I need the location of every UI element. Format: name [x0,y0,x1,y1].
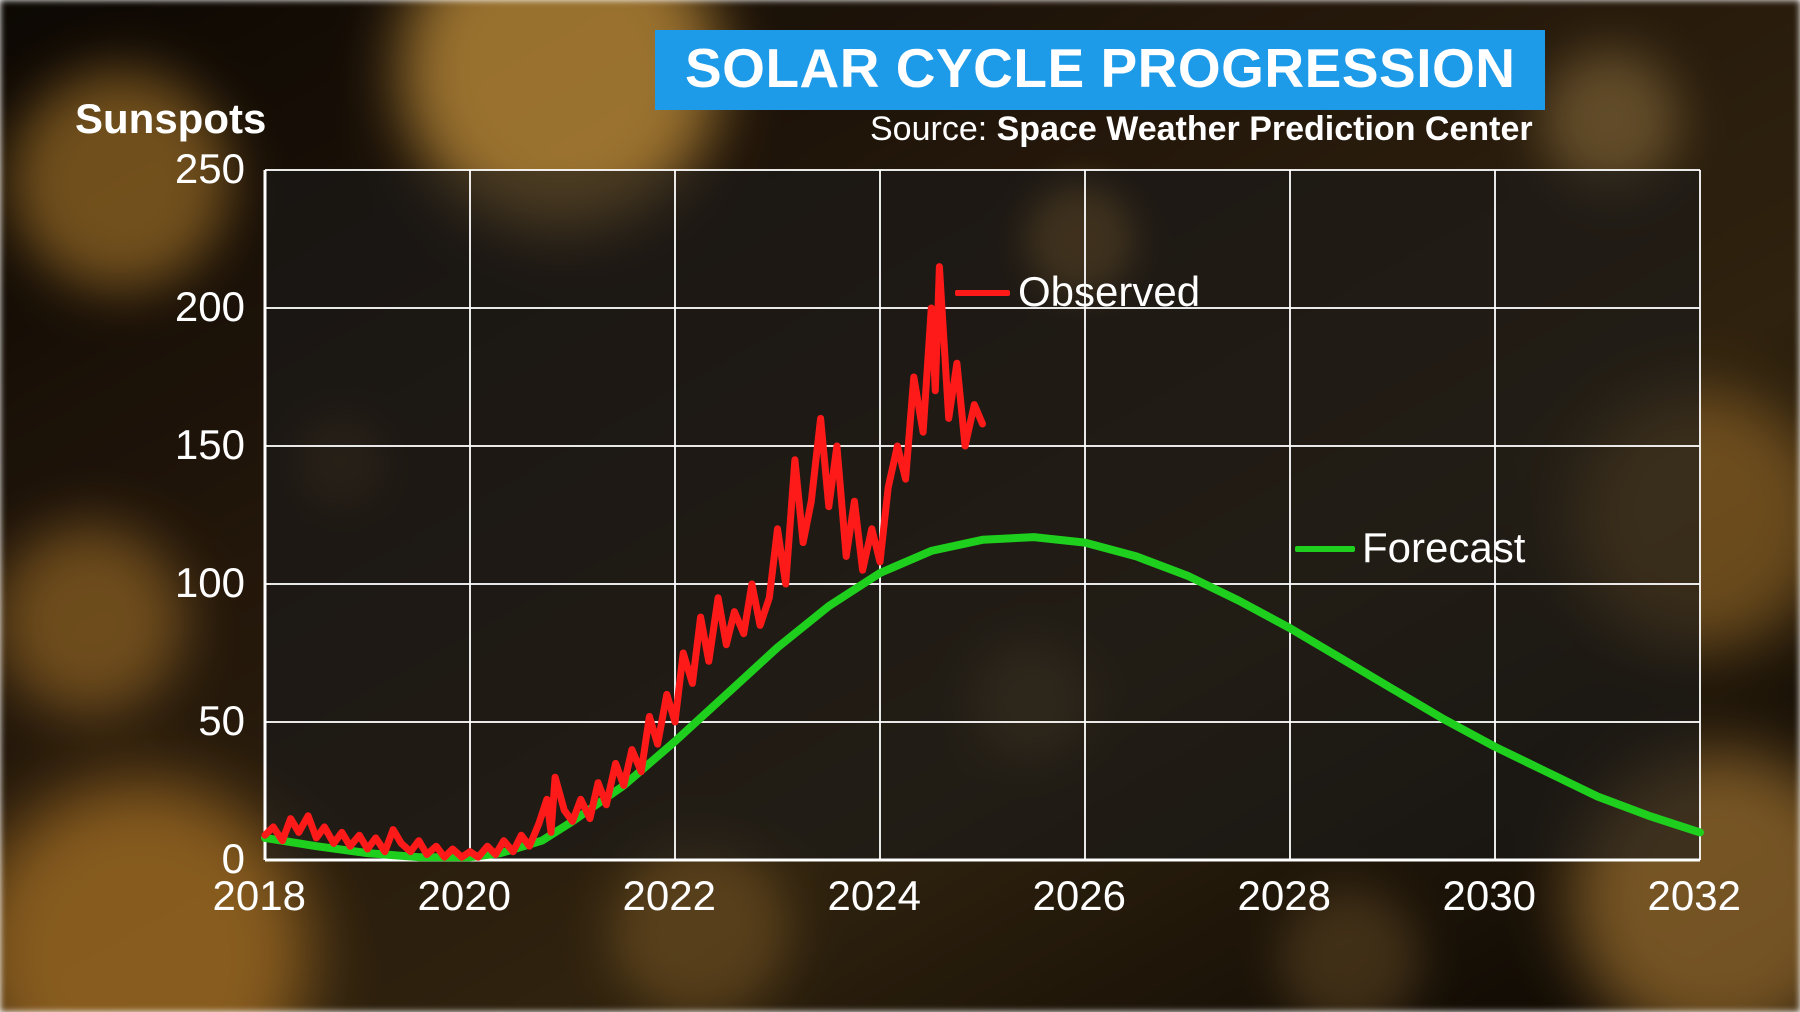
x-tick-label: 2030 [1443,872,1536,920]
source-attribution: Source: Space Weather Prediction Center [870,110,1533,149]
y-tick-label: 100 [175,559,245,607]
y-tick-label: 200 [175,283,245,331]
x-tick-label: 2026 [1033,872,1126,920]
y-tick-label: 150 [175,421,245,469]
chart-title: SOLAR CYCLE PROGRESSION [655,30,1545,110]
source-label: Source: [870,110,997,148]
x-tick-label: 2022 [623,872,716,920]
forecast-legend-dash [1295,546,1355,552]
x-tick-label: 2028 [1238,872,1331,920]
y-tick-label: 50 [198,697,245,745]
x-tick-label: 2024 [828,872,921,920]
forecast-legend-label: Forecast [1362,524,1525,572]
y-axis-label: Sunspots [75,95,266,143]
observed-legend-dash [955,290,1010,296]
x-tick-label: 2032 [1648,872,1741,920]
line-chart [0,0,1800,1012]
x-tick-label: 2018 [213,872,306,920]
source-value: Space Weather Prediction Center [997,110,1533,148]
observed-legend-label: Observed [1018,268,1200,316]
y-tick-label: 250 [175,145,245,193]
x-tick-label: 2020 [418,872,511,920]
